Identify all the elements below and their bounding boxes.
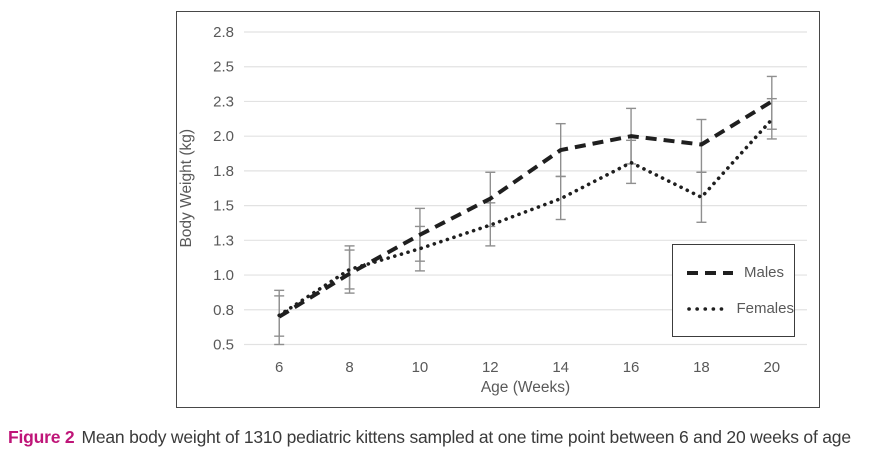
females-dotted-line-sample xyxy=(687,306,727,311)
legend: Males Females xyxy=(672,244,795,337)
figure-caption-text: Mean body weight of 1310 pediatric kitte… xyxy=(81,427,851,447)
x-tick-label: 6 xyxy=(275,359,283,376)
y-tick-label: 2.5 xyxy=(213,59,234,76)
females-line xyxy=(277,117,774,318)
males-dashed-line-sample xyxy=(687,270,733,275)
y-tick-label: 2.8 xyxy=(213,24,234,41)
x-tick-label: 14 xyxy=(552,359,569,376)
legend-label-females: Females xyxy=(736,300,794,317)
x-tick-label: 16 xyxy=(623,359,640,376)
y-tick-label: 0.5 xyxy=(213,337,234,354)
x-tick-label: 12 xyxy=(482,359,499,376)
figure-caption: Figure 2 Mean body weight of 1310 pediatr… xyxy=(8,427,878,448)
x-tick-label: 10 xyxy=(412,359,429,376)
body-weight-chart: 0.5 0.8 1.0 1.3 1.5 1.8 2.0 2.3 2.5 2.8 6 8 10 12 14 16… xyxy=(178,24,807,396)
legend-label-males: Males xyxy=(744,264,785,281)
y-tick-label: 2.3 xyxy=(213,93,234,110)
y-tick-label: 1.3 xyxy=(213,232,234,249)
y-tick-label: 1.0 xyxy=(213,267,234,284)
y-tick-label: 1.5 xyxy=(213,198,234,215)
x-tick-label: 8 xyxy=(345,359,353,376)
x-axis-title: Age (Weeks) xyxy=(481,379,570,396)
figure-caption-label: Figure 2 xyxy=(8,427,75,447)
legend-item-females: Females xyxy=(686,300,794,317)
figure-panel: 0.5 0.8 1.0 1.3 1.5 1.8 2.0 2.3 2.5 2.8 6 8 10 12 14 16… xyxy=(176,11,820,408)
y-axis-title: Body Weight (kg) xyxy=(178,129,195,248)
y-tick-label: 1.8 xyxy=(213,163,234,180)
x-tick-label: 18 xyxy=(693,359,710,376)
x-tick-label: 20 xyxy=(763,359,780,376)
y-tick-label: 0.8 xyxy=(213,302,234,319)
y-tick-label: 2.0 xyxy=(213,128,234,145)
legend-item-males: Males xyxy=(686,264,794,281)
